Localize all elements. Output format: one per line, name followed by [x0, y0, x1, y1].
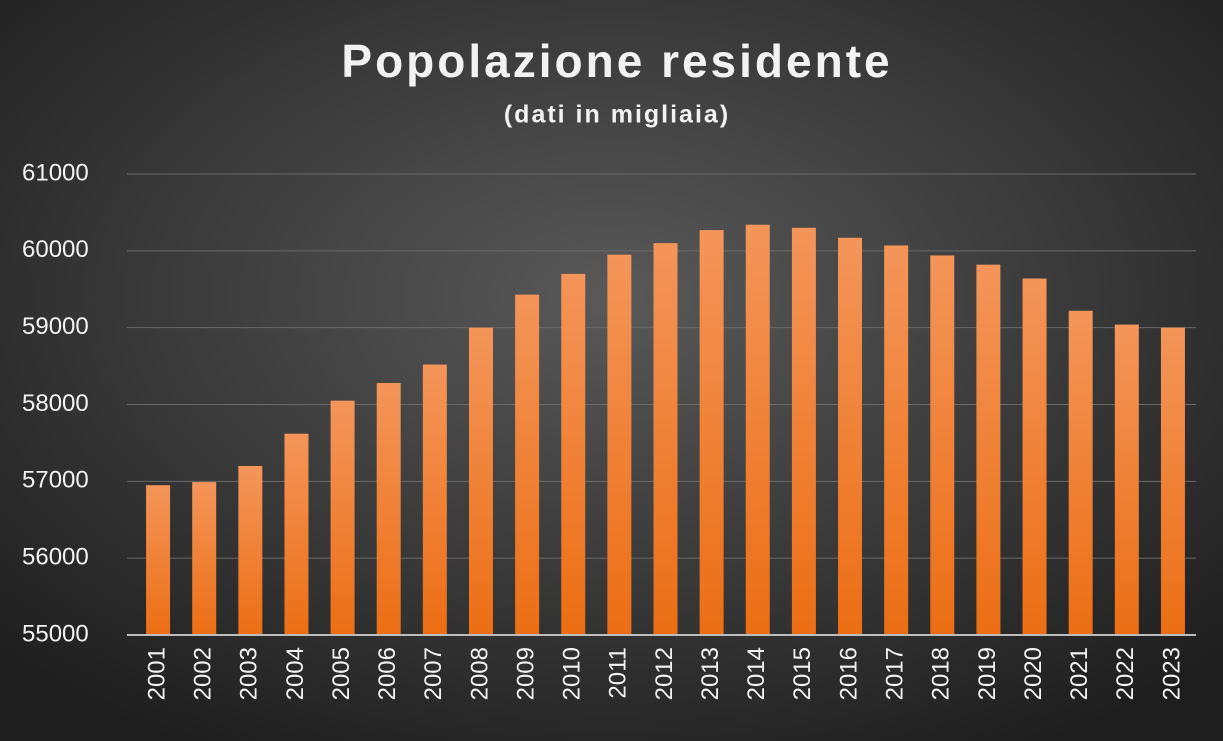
- chart-title: Popolazione residente: [341, 35, 892, 87]
- x-tick-label: 2004: [282, 647, 309, 700]
- bar: [1068, 310, 1093, 635]
- x-tick-label: 2011: [605, 647, 632, 699]
- bar: [745, 224, 770, 635]
- x-tick-label: 2019: [974, 647, 1001, 700]
- y-tick-label: 57000: [22, 467, 89, 494]
- bar: [930, 255, 955, 635]
- bar: [1114, 324, 1139, 635]
- x-tick-label: 2009: [512, 647, 539, 700]
- x-tick-label: 2014: [743, 647, 770, 700]
- x-tick-label: 2005: [328, 647, 355, 700]
- bar: [376, 382, 401, 635]
- bar: [884, 245, 909, 635]
- x-tick-label: 2023: [1158, 647, 1185, 700]
- bar: [1160, 327, 1185, 635]
- bar: [561, 273, 586, 635]
- y-tick-label: 58000: [22, 390, 89, 417]
- x-tick-label: 2020: [1020, 647, 1047, 700]
- bar: [653, 243, 678, 635]
- x-tick-label: 2022: [1112, 647, 1139, 700]
- bar: [468, 327, 493, 635]
- bar: [146, 485, 171, 635]
- x-tick-label: 2001: [143, 647, 170, 700]
- x-tick-label: 2016: [835, 647, 862, 700]
- x-tick-label: 2010: [559, 647, 586, 700]
- bar: [699, 230, 724, 636]
- y-tick-label: 56000: [22, 544, 89, 571]
- bar: [284, 433, 309, 635]
- bar: [515, 294, 540, 635]
- x-tick-label: 2008: [466, 647, 493, 700]
- chart-subtitle: (dati in migliaia): [504, 101, 730, 129]
- y-tick-label: 60000: [22, 236, 89, 263]
- x-tick-label: 2003: [236, 647, 263, 700]
- x-tick-label: 2021: [1066, 647, 1093, 700]
- x-tick-label: 2015: [789, 647, 816, 700]
- bar: [422, 364, 447, 635]
- y-tick-label: 59000: [22, 313, 89, 340]
- x-tick-label: 2017: [881, 647, 908, 700]
- x-tick-label: 2018: [928, 647, 955, 700]
- x-tick-label: 2007: [420, 647, 447, 700]
- bar: [1022, 278, 1047, 635]
- x-tick-label: 2013: [697, 647, 724, 700]
- x-tick-label: 2002: [190, 647, 217, 700]
- bar: [192, 482, 217, 635]
- y-tick-label: 61000: [22, 159, 89, 186]
- bar: [330, 400, 355, 635]
- y-tick-label: 55000: [22, 620, 89, 647]
- bar: [791, 227, 816, 636]
- bar: [976, 264, 1001, 635]
- bar: [238, 465, 263, 635]
- x-tick-label: 2012: [651, 647, 678, 700]
- x-tick-label: 2006: [374, 647, 401, 700]
- bar: [607, 254, 632, 636]
- bar: [838, 237, 863, 635]
